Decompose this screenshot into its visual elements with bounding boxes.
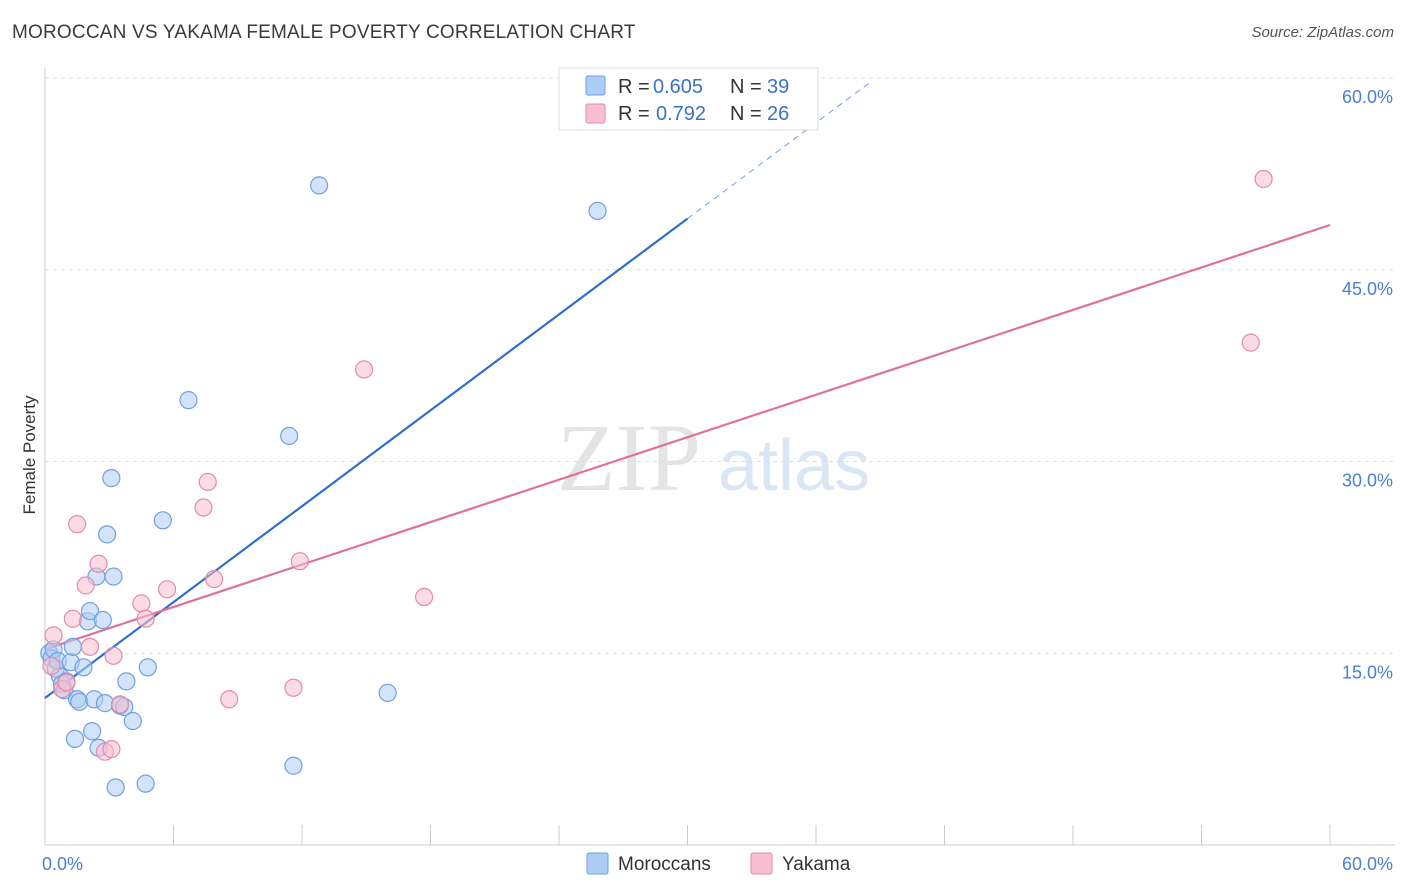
- legend-r-value: 0.792: [656, 103, 706, 125]
- data-point-yakama: [194, 498, 213, 517]
- data-point-moroccans: [153, 511, 172, 530]
- data-point-moroccans: [136, 774, 155, 793]
- y-tick-label: 30.0%: [1342, 471, 1393, 491]
- bottom-legend-label-yakama: Yakama: [782, 854, 851, 875]
- legend-swatch-yakama: [585, 103, 606, 124]
- x-tick-labels: 0.0% 60.0%: [42, 854, 1393, 874]
- data-point-moroccans: [70, 692, 89, 711]
- trend-lines: [44, 82, 1331, 699]
- data-point-yakama: [104, 646, 123, 665]
- data-point-moroccans: [138, 658, 157, 677]
- data-point-moroccans: [117, 672, 136, 691]
- data-point-moroccans: [284, 756, 303, 775]
- data-point-moroccans: [95, 694, 115, 713]
- data-point-yakama: [220, 690, 239, 709]
- bottom-legend-swatch-yakama: [750, 852, 773, 875]
- data-point-yakama: [414, 587, 434, 607]
- data-point-moroccans: [98, 525, 117, 544]
- y-tick-label: 15.0%: [1342, 662, 1393, 682]
- legend-n-value: 39: [767, 76, 789, 98]
- data-point-moroccans: [179, 391, 198, 410]
- data-point-yakama: [355, 360, 374, 379]
- data-point-moroccans: [123, 711, 142, 731]
- data-point-moroccans: [63, 637, 82, 656]
- data-point-yakama: [132, 594, 151, 613]
- data-point-moroccans: [74, 658, 93, 677]
- y-tick-label: 60.0%: [1342, 87, 1393, 107]
- data-point-yakama: [76, 576, 95, 595]
- data-point-yakama: [110, 695, 130, 714]
- data-point-yakama: [205, 570, 224, 589]
- data-points: [40, 169, 1273, 797]
- data-point-yakama: [290, 552, 309, 571]
- data-point-moroccans: [65, 729, 85, 748]
- data-point-moroccans: [104, 567, 123, 586]
- legend-r-label: R =: [618, 103, 650, 125]
- data-point-yakama: [136, 609, 155, 628]
- data-point-yakama: [89, 554, 108, 573]
- data-point-yakama: [57, 673, 76, 692]
- data-point-yakama: [284, 678, 303, 697]
- data-point-moroccans: [102, 469, 121, 488]
- legend-n-value: 26: [767, 103, 789, 125]
- legend-n-label: N =: [730, 76, 762, 98]
- data-point-moroccans: [83, 722, 102, 741]
- data-point-yakama: [68, 515, 87, 534]
- axes: [44, 68, 1395, 846]
- data-point-moroccans: [106, 778, 125, 797]
- data-point-yakama: [63, 609, 82, 628]
- watermark-atlas: atlas: [718, 426, 870, 506]
- data-point-yakama: [102, 740, 121, 759]
- y-tick-label: 45.0%: [1342, 279, 1393, 299]
- chart-title: MOROCCAN VS YAKAMA FEMALE POVERTY CORREL…: [12, 22, 636, 43]
- top-legend: R = 0.605 N = 39 R = 0.792 N = 26: [558, 67, 819, 131]
- data-point-yakama: [1254, 169, 1273, 189]
- data-point-moroccans: [80, 601, 100, 621]
- data-point-yakama: [44, 626, 63, 645]
- legend-swatch-moroccans: [585, 75, 606, 96]
- data-point-yakama: [198, 472, 217, 492]
- data-point-moroccans: [280, 426, 299, 446]
- trend-line-yakama: [44, 223, 1331, 651]
- trend-line-moroccans-extension: [687, 82, 870, 220]
- chart-source: Source: ZipAtlas.com: [1251, 24, 1394, 41]
- data-point-yakama: [80, 637, 100, 656]
- legend-r-value: 0.605: [653, 76, 703, 98]
- legend-n-label: N =: [730, 103, 762, 125]
- data-point-yakama: [1241, 333, 1260, 352]
- data-point-moroccans: [378, 683, 397, 702]
- data-point-moroccans: [93, 610, 112, 630]
- y-tick-labels: 15.0% 30.0% 45.0% 60.0%: [1342, 87, 1393, 682]
- legend-r-label: R =: [618, 76, 650, 98]
- data-point-yakama: [157, 580, 177, 599]
- x-tick-label: 60.0%: [1342, 854, 1393, 874]
- y-axis-label: Female Poverty: [20, 395, 39, 515]
- gridlines: [45, 77, 1395, 654]
- data-point-moroccans: [588, 201, 607, 221]
- bottom-legend-label-moroccans: Moroccans: [618, 854, 711, 875]
- x-tick-label: 0.0%: [42, 854, 83, 874]
- data-point-yakama: [42, 656, 61, 676]
- data-point-moroccans: [310, 176, 329, 195]
- watermark: ZIP atlas: [557, 404, 870, 511]
- bottom-legend-swatch-moroccans: [586, 852, 609, 875]
- bottom-legend: Moroccans Yakama: [586, 852, 851, 875]
